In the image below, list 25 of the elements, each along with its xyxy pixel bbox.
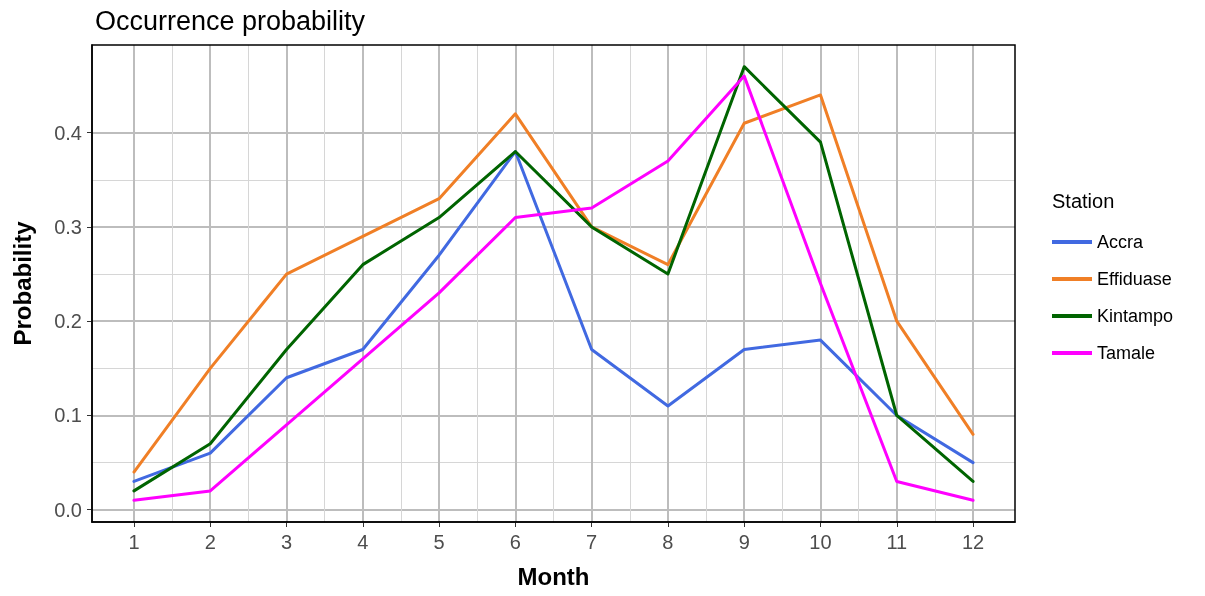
legend-label: Tamale: [1097, 343, 1156, 363]
legend-title: Station: [1052, 190, 1115, 212]
x-tick-label: 9: [738, 531, 750, 553]
x-tick-label: 5: [433, 531, 445, 553]
x-tick-label: 10: [809, 531, 832, 553]
x-tick-label: 3: [280, 531, 293, 553]
y-tick-label: 0.1: [54, 404, 82, 427]
legend-label: Accra: [1097, 232, 1144, 252]
x-tick-label: 1: [128, 531, 140, 553]
x-tick-label: 8: [662, 531, 674, 553]
legend-label: Kintampo: [1097, 306, 1174, 326]
x-tick-label: 4: [357, 531, 369, 553]
y-tick-label: 0.2: [54, 310, 82, 333]
y-tick-label: 0.4: [54, 121, 82, 144]
y-tick-label: 0.0: [54, 498, 82, 521]
x-tick-label: 6: [509, 531, 521, 553]
x-tick-label: 11: [886, 531, 908, 553]
legend-label: Effiduase: [1097, 269, 1172, 289]
x-tick-label: 12: [961, 531, 985, 553]
x-tick-label: 7: [586, 531, 598, 553]
y-tick-label: 0.3: [54, 215, 82, 238]
chart-title: Occurrence probability: [95, 5, 366, 36]
x-axis-title: Month: [517, 562, 590, 590]
x-tick-label: 2: [204, 531, 216, 553]
y-axis-title: Probability: [8, 220, 36, 346]
